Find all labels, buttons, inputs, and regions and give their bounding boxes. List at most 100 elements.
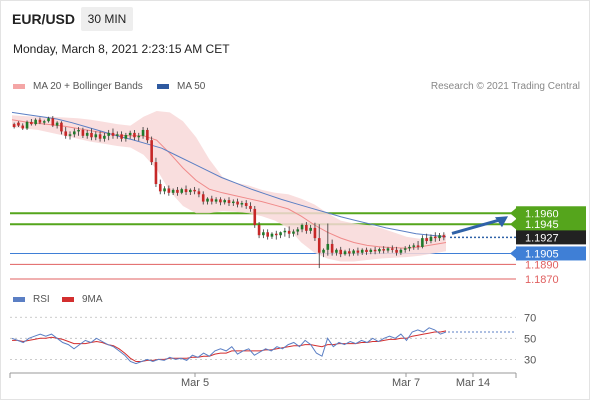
candle-body <box>279 232 282 236</box>
candle-body <box>25 121 29 129</box>
candle-body <box>167 188 171 193</box>
candle-body <box>206 198 209 202</box>
candle-body <box>274 233 278 236</box>
candle-body <box>429 236 433 242</box>
candle-body <box>85 132 89 136</box>
candle-body <box>150 140 153 163</box>
candle-body <box>120 134 123 139</box>
candle-body <box>180 189 184 193</box>
candle-body <box>55 122 59 126</box>
level-label-1.1890: 1.1890 <box>525 259 559 271</box>
candle-body <box>158 184 162 192</box>
candle-body <box>373 249 377 252</box>
candle-body <box>425 238 428 242</box>
candle-body <box>60 122 63 132</box>
instrument-title: EUR/USD <box>12 11 76 27</box>
candle-body <box>386 248 390 251</box>
candle-body <box>266 232 269 237</box>
current-price-label-box <box>516 230 586 245</box>
candle-body <box>408 246 411 249</box>
candle-body <box>390 248 394 250</box>
candle-body <box>98 134 102 139</box>
level-label-box-1.1960 <box>516 206 586 221</box>
candle-body <box>283 230 287 233</box>
candle-body <box>348 251 351 254</box>
candle-body <box>378 249 381 252</box>
candle-body <box>42 121 46 123</box>
legend-ma20: MA 20 + Bollinger Bands <box>13 81 143 92</box>
candle-body <box>313 227 317 239</box>
candle-body <box>433 236 437 239</box>
legend-rsi-ma: 9MA <box>62 294 103 305</box>
candle-body <box>17 122 20 126</box>
candle-body <box>219 199 222 203</box>
level-label-1.1870: 1.1870 <box>525 274 559 286</box>
candle-body <box>236 201 239 205</box>
forecast-arrow-shaft <box>451 217 503 235</box>
ma50-line <box>11 111 447 238</box>
candle-body <box>68 134 72 136</box>
candle-body <box>403 248 407 250</box>
candle-body <box>184 189 188 193</box>
timeframe-badge[interactable]: 30 MIN <box>81 7 133 31</box>
ma20-line <box>11 119 447 249</box>
candle-body <box>395 249 398 253</box>
forecast-arrow-head <box>495 216 508 228</box>
candle-body <box>214 199 218 202</box>
level-label-1.1905: 1.1905 <box>525 248 559 260</box>
candle-body <box>287 230 291 234</box>
candle-body <box>335 249 338 253</box>
candle-body <box>73 131 76 135</box>
level-label-box-1.1905 <box>516 246 586 261</box>
candle-body <box>442 235 446 238</box>
candle-body <box>231 201 235 204</box>
candle-body <box>223 200 227 203</box>
candle-body <box>90 132 93 138</box>
candle-body <box>64 131 68 136</box>
candle-body <box>111 132 115 136</box>
candle-body <box>438 235 441 239</box>
candle-body <box>34 119 37 125</box>
candle-body <box>365 249 368 252</box>
candle-body <box>210 198 214 202</box>
candle-body <box>356 250 360 253</box>
candle-body <box>128 132 132 136</box>
candle-body <box>193 189 196 192</box>
candle-body <box>107 132 110 136</box>
level-label-pointer <box>510 219 516 230</box>
candle-body <box>412 245 416 247</box>
time-axis-label: Mar 5 <box>181 377 209 389</box>
copyright-text: Research © 2021 Trading Central <box>430 81 580 92</box>
candle-body <box>326 243 330 250</box>
candle-body <box>137 135 141 138</box>
candle-body <box>240 203 244 205</box>
timestamp: Monday, March 8, 2021 2:23:15 AM CET <box>13 42 230 56</box>
legend-rsi: RSI <box>13 294 50 305</box>
level-label-pointer <box>510 208 516 219</box>
candle-body <box>47 118 50 122</box>
candle-body <box>77 129 80 132</box>
candle-body <box>146 129 149 141</box>
time-axis-label: Mar 14 <box>456 377 490 389</box>
candle-body <box>103 135 106 139</box>
candle-body <box>360 249 364 253</box>
candle-body <box>171 189 175 193</box>
candle-body <box>262 232 265 236</box>
candle-body <box>330 243 334 253</box>
legend-rsi-ma-label: 9MA <box>82 294 103 305</box>
candle-body <box>399 249 403 253</box>
candle-body <box>257 224 261 236</box>
candle-body <box>30 121 33 125</box>
level-label-pointer <box>510 248 516 259</box>
bollinger-band <box>12 111 446 262</box>
candle-body <box>317 238 321 253</box>
candle-body <box>309 227 312 231</box>
ma20-swatch <box>13 84 25 89</box>
candle-body <box>421 238 424 247</box>
legend-ma20-label: MA 20 + Bollinger Bands <box>33 81 143 92</box>
candle-body <box>124 135 128 139</box>
rsi-swatch <box>13 297 25 302</box>
candle-body <box>94 134 98 138</box>
rsi-tick-label: 70 <box>524 312 536 324</box>
